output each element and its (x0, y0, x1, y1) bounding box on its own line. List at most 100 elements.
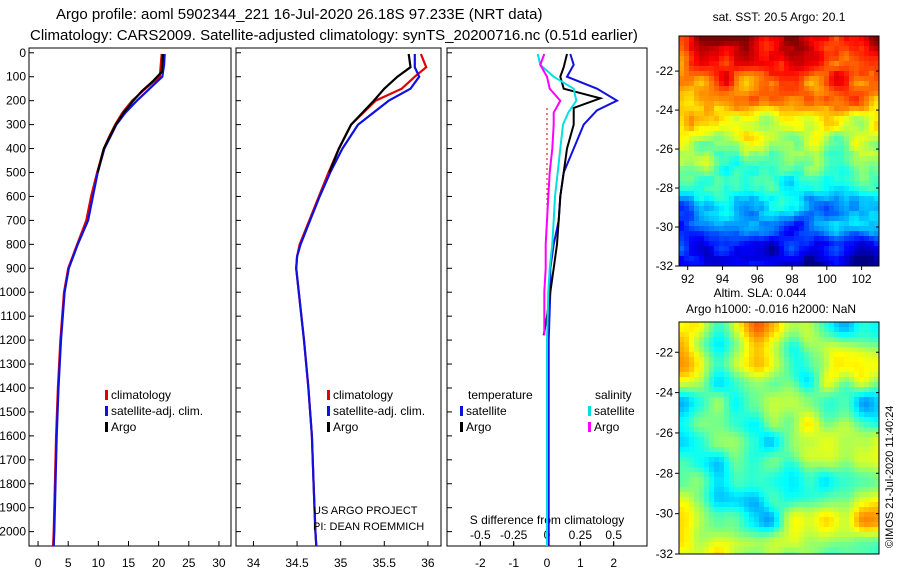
sla-map-cell (754, 342, 760, 348)
sla-map-cell (869, 442, 875, 448)
sla-map-cell (704, 357, 710, 363)
sst-map-cell (749, 221, 755, 227)
sst-map-cell (739, 156, 745, 162)
sla-map-cell (794, 462, 800, 468)
sla-map-cell (799, 477, 805, 483)
sst-map-cell (769, 151, 775, 157)
sst-map-cell (819, 241, 825, 247)
sla-map-cell (839, 497, 845, 503)
sst-map-cell (874, 106, 880, 112)
sst-map-cell (784, 81, 790, 87)
sst-map-cell (744, 106, 750, 112)
depth-tick-label: 600 (6, 189, 26, 203)
sst-map-cell (779, 166, 785, 172)
sla-map-cell (854, 462, 860, 468)
sst-map-cell (724, 186, 730, 192)
sst-map-cell (874, 101, 880, 107)
sst-map-cell (724, 96, 730, 102)
sla-map-cell (839, 472, 845, 478)
sst-map-cell (754, 261, 760, 267)
sst-map-cell (849, 176, 855, 182)
sst-map-cell (744, 36, 750, 42)
sst-map-cell (769, 261, 775, 267)
sla-map-cell (694, 392, 700, 398)
sla-map-cell (709, 437, 715, 443)
sla-map-cell (859, 457, 865, 463)
sst-map-cell (864, 246, 870, 252)
sst-map-cell (704, 246, 710, 252)
sst-map-cell (819, 226, 825, 232)
sla-map-cell (789, 377, 795, 383)
sla-map-cell (804, 332, 810, 338)
sst-map-cell (874, 221, 880, 227)
sst-map-cell (844, 261, 850, 267)
sla-map-cell (764, 487, 770, 493)
sst-map-cell (814, 136, 820, 142)
sla-map-cell (679, 447, 685, 453)
sla-map-cell (764, 402, 770, 408)
sla-map-cell (754, 412, 760, 418)
sst-map-cell (854, 216, 860, 222)
sst-map-cell (849, 241, 855, 247)
sla-map-cell (829, 357, 835, 363)
sla-map-cell (769, 372, 775, 378)
sst-map-cell (839, 181, 845, 187)
sst-map-cell (874, 116, 880, 122)
sla-map-cell (809, 427, 815, 433)
sla-map-cell (769, 502, 775, 508)
sst-map-cell (689, 46, 695, 52)
sst-map-cell (699, 111, 705, 117)
sst-map-cell (769, 136, 775, 142)
sla-map-cell (839, 397, 845, 403)
sla-map-cell (779, 492, 785, 498)
sst-map-cell (869, 121, 875, 127)
sla-map-cell (704, 372, 710, 378)
sst-map-cell (684, 141, 690, 147)
sst-map-cell (769, 91, 775, 97)
sla-map-cell (774, 487, 780, 493)
sst-map-cell (804, 171, 810, 177)
sla-map-cell (809, 532, 815, 538)
sla-map-cell (859, 427, 865, 433)
sst-map-cell (779, 46, 785, 52)
sla-map-cell (714, 467, 720, 473)
sla-map-cell (854, 352, 860, 358)
sst-map-cell (789, 176, 795, 182)
sst-map-cell (864, 171, 870, 177)
sst-map-cell (799, 111, 805, 117)
sla-map-cell (734, 327, 740, 333)
sla-map-cell (844, 327, 850, 333)
sla-map-cell (814, 512, 820, 518)
sla-map-cell (854, 367, 860, 373)
sla-map-cell (809, 402, 815, 408)
sst-map-cell (784, 36, 790, 42)
sst-map-cell (704, 36, 710, 42)
sla-map-cell (774, 492, 780, 498)
sla-map-cell (679, 372, 685, 378)
sst-map-cell (849, 186, 855, 192)
sla-map-cell (704, 437, 710, 443)
sst-map-cell (694, 216, 700, 222)
sst-map-cell (834, 186, 840, 192)
sst-map-cell (764, 86, 770, 92)
sst-map-cell (734, 136, 740, 142)
sst-map-cell (719, 61, 725, 67)
sla-map-cell (794, 392, 800, 398)
sla-map-cell (754, 432, 760, 438)
sla-map-cell (804, 322, 810, 328)
salinity-legend-climatology-label: climatology (333, 388, 393, 402)
sst-map-cell (799, 151, 805, 157)
sla-map-cell (764, 367, 770, 373)
sst-map-cell (844, 231, 850, 237)
sla-map-cell (724, 427, 730, 433)
sst-map-cell (734, 141, 740, 147)
sst-map-cell (779, 41, 785, 47)
sla-map-cell (804, 422, 810, 428)
sla-map-cell (749, 427, 755, 433)
sst-map-cell (759, 51, 765, 57)
sst-map-cell (694, 101, 700, 107)
sla-map-cell (829, 522, 835, 528)
sla-map-cell (819, 447, 825, 453)
sst-map-cell (749, 201, 755, 207)
sst-map-cell (794, 186, 800, 192)
